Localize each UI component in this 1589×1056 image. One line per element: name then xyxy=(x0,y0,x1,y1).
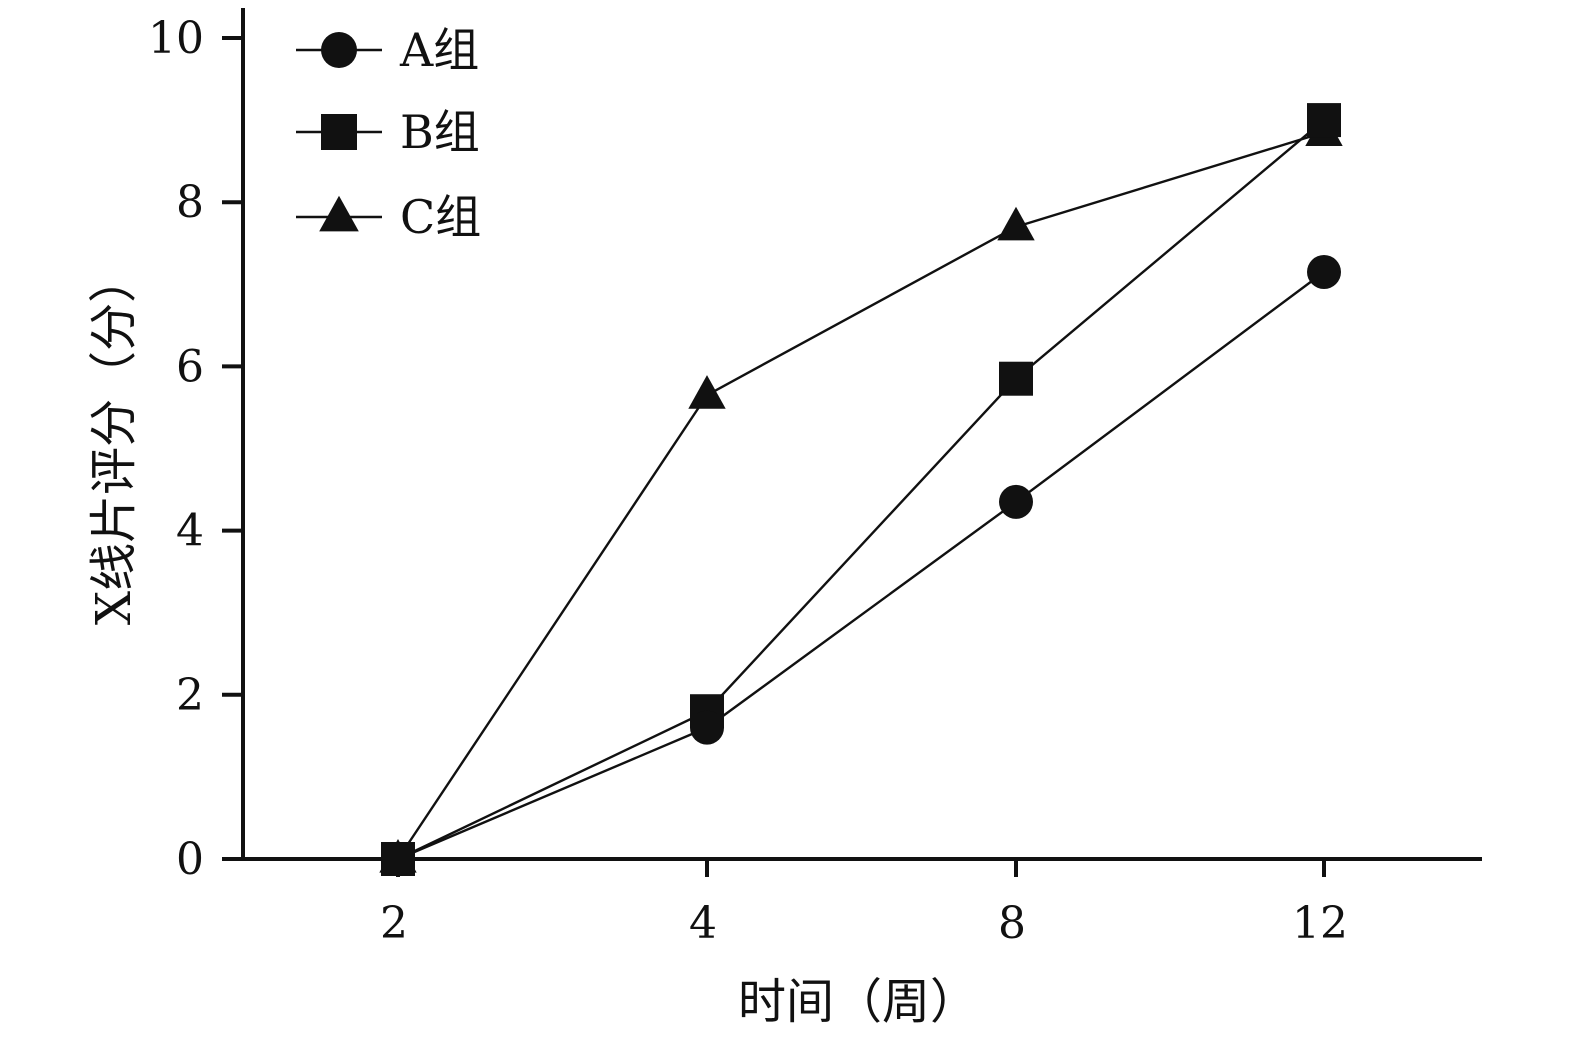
series-layer xyxy=(379,103,1343,876)
data-point-circle xyxy=(381,842,415,876)
legend-label: B组 xyxy=(400,105,480,159)
data-point-triangle xyxy=(688,375,726,409)
data-point-circle xyxy=(690,710,724,745)
axes xyxy=(241,8,1482,861)
x-axis-title: 时间（周） xyxy=(738,974,978,1030)
series-square xyxy=(381,103,1341,876)
y-tick-label: 0 xyxy=(176,834,204,885)
legend-label: A组 xyxy=(399,23,479,77)
data-point-circle xyxy=(999,484,1033,519)
data-point-circle xyxy=(1307,254,1341,289)
legend-label: C组 xyxy=(400,190,481,244)
series-line xyxy=(397,131,1325,860)
data-point-triangle xyxy=(997,206,1035,241)
x-tick-label: 4 xyxy=(689,898,717,949)
series-line xyxy=(397,119,1325,861)
y-tick-label: 8 xyxy=(176,177,204,228)
legend-item: A组 xyxy=(296,23,479,77)
data-point-square xyxy=(999,361,1033,396)
legend: A组 B组 C组 xyxy=(296,23,481,244)
series-line xyxy=(397,271,1325,861)
data-point-square xyxy=(1307,103,1341,138)
x-tick-label: 2 xyxy=(380,898,408,949)
x-ticks: 2 4 8 12 xyxy=(380,859,1348,949)
legend-marker-circle xyxy=(321,32,357,68)
y-tick-label: 6 xyxy=(176,341,204,392)
y-tick-label: 4 xyxy=(176,506,204,557)
legend-item: B组 xyxy=(296,105,480,159)
x-tick-label: 12 xyxy=(1292,898,1348,949)
legend-marker-triangle xyxy=(319,195,359,232)
y-axis-title: X线片评分（分） xyxy=(86,255,142,625)
x-tick-label: 8 xyxy=(998,898,1026,949)
series-circle xyxy=(381,254,1341,876)
legend-marker-square xyxy=(321,114,357,150)
legend-item: C组 xyxy=(296,190,481,244)
y-tick-label: 2 xyxy=(176,670,204,721)
y-ticks: 0 2 4 6 8 10 xyxy=(148,13,243,885)
y-tick-label: 10 xyxy=(148,13,204,64)
